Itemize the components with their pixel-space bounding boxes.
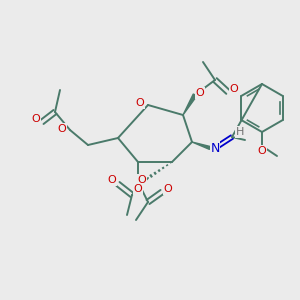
Text: O: O: [164, 184, 172, 194]
Text: N: N: [210, 142, 220, 154]
Text: O: O: [138, 175, 146, 185]
Polygon shape: [183, 94, 197, 115]
Text: O: O: [32, 114, 40, 124]
Text: O: O: [196, 88, 204, 98]
Text: O: O: [58, 124, 66, 134]
Text: H: H: [236, 127, 244, 137]
Text: O: O: [134, 184, 142, 194]
Text: O: O: [136, 98, 144, 108]
Text: O: O: [230, 84, 238, 94]
Text: O: O: [108, 175, 116, 185]
Text: O: O: [258, 146, 266, 156]
Polygon shape: [192, 142, 211, 149]
